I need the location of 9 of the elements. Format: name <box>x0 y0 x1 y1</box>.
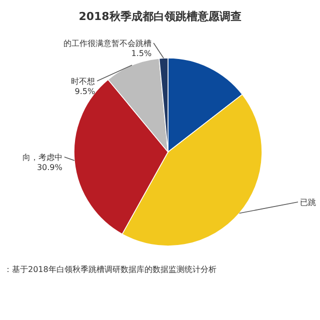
slice-label: 时不想 <box>71 77 96 86</box>
slice-label: 的工作很满意暂不会跳槽 <box>64 39 152 48</box>
slice-label: 向，考虑中 <box>22 153 62 162</box>
text: ：基于2018年白领秋季跳槽调研数据库的数据监测统计分析 <box>4 265 216 274</box>
slice-label: 已跳 <box>300 198 316 207</box>
data-label: 30.9% <box>36 163 63 172</box>
data-label: 1.5% <box>131 49 152 58</box>
data-label: 9.5% <box>74 87 96 96</box>
chart-title: 2018秋季成都白领跳槽意愿调查 <box>78 10 242 23</box>
